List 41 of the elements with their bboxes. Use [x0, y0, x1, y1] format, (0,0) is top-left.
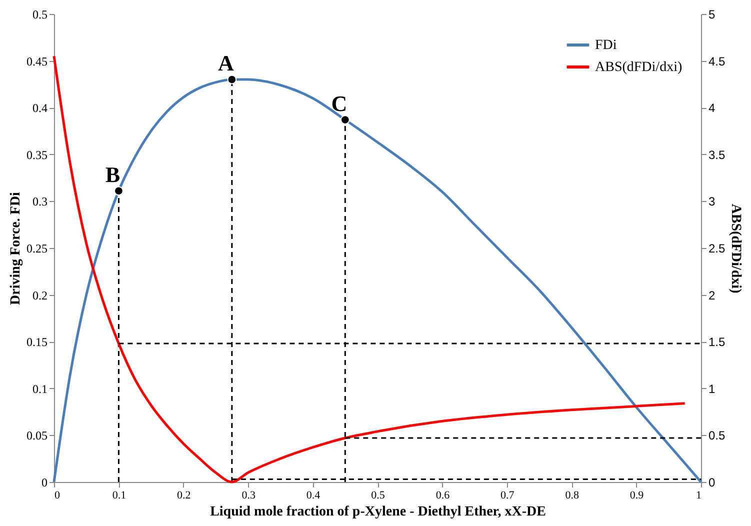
x-tick-label: 0.8 — [565, 490, 580, 502]
x-tick-label: 0.9 — [630, 490, 644, 502]
x-tick-label: 0.2 — [177, 490, 191, 502]
x-tick-label: 0.5 — [371, 490, 386, 502]
legend-label: ABS(dFDi/dxi) — [595, 60, 682, 75]
y2-tick-label: 2 — [708, 288, 716, 302]
y2-tick-label: 3 — [708, 194, 716, 209]
x-tick-label: 0 — [54, 490, 60, 502]
x-tick-label: 1 — [696, 490, 702, 502]
y-tick-label: 0.25 — [26, 242, 48, 256]
y2-tick-label: 5 — [708, 8, 716, 22]
y2-axis-title: ABS(dFDi/dxi) — [728, 204, 744, 294]
y2-tick-label: 2.5 — [708, 242, 726, 256]
annotation: C — [331, 90, 348, 116]
x-tick-label: 0.6 — [436, 490, 450, 502]
y2-tick-label: 4 — [708, 101, 716, 116]
y-tick-label: 0.5 — [32, 8, 48, 22]
y2-tick-label: 1.5 — [708, 335, 726, 350]
y-tick-label: 0.05 — [26, 428, 48, 443]
y-tick-label: 0 — [42, 476, 48, 490]
y2-tick-label: 0 — [708, 476, 716, 490]
y-axis-title: Driving Force. FDi — [8, 192, 24, 305]
x-tick-label: 0.3 — [242, 490, 256, 502]
annotation: B — [105, 162, 120, 187]
legend-label: FDi — [595, 38, 617, 53]
y-tick-label: 0.4 — [32, 101, 48, 116]
x-axis-title: Liquid mole fraction of p-Xylene - Diethyl Ether, xX-DE — [210, 504, 546, 520]
y-tick-label: 0.15 — [26, 335, 48, 350]
annotation: A — [218, 50, 234, 76]
x-tick-label: 0.1 — [112, 490, 126, 502]
y-tick-label: 0.3 — [32, 194, 48, 209]
y2-tick-label: 1 — [708, 382, 716, 396]
y-tick-label: 0.2 — [32, 288, 48, 302]
x-tick-label: 0.4 — [306, 490, 321, 502]
y-tick-label: 0.35 — [26, 148, 48, 162]
x-tick-label: 0.7 — [500, 490, 515, 502]
y2-tick-label: 3.5 — [708, 148, 726, 162]
y2-tick-label: 0.5 — [708, 428, 726, 443]
y-tick-label: 0.45 — [26, 54, 48, 68]
y-tick-label: 0.1 — [32, 382, 48, 396]
y2-tick-label: 4.5 — [708, 54, 726, 68]
